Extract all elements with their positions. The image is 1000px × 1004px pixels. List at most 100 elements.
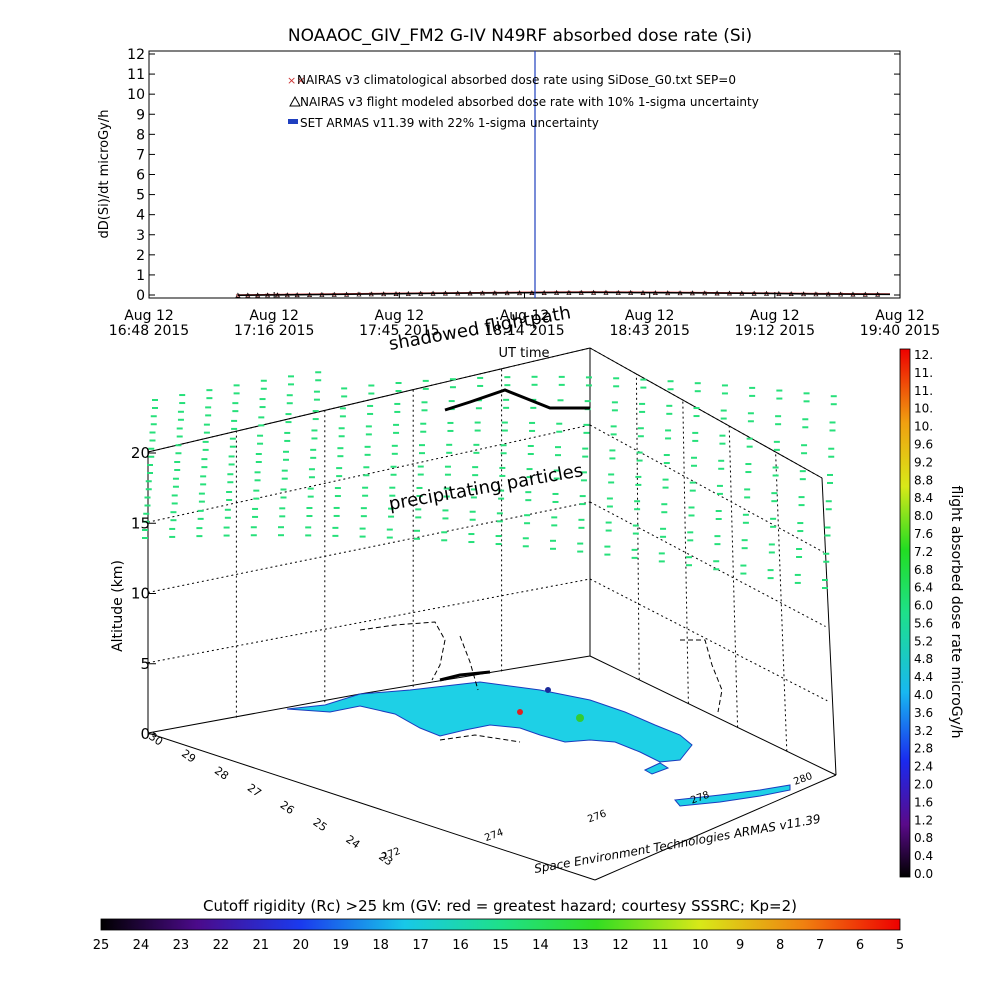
series-point-triangle xyxy=(615,289,621,295)
series-point-triangle xyxy=(788,291,794,297)
series-point-triangle xyxy=(479,290,485,296)
cutoff-rigidity-tick: 25 xyxy=(93,938,110,953)
dose-rate-colorbar-tick: 12. xyxy=(914,348,933,362)
series-point-triangle xyxy=(284,292,290,298)
x-tick-label-date: Aug 12 xyxy=(249,308,299,324)
dose-rate-colorbar-tick: 0.4 xyxy=(914,849,933,863)
altitude-axis-label: Altitude (km) xyxy=(110,560,126,652)
altitude-grid-line xyxy=(147,501,591,593)
series-point-triangle xyxy=(677,290,683,296)
legend-triangle-icon xyxy=(289,95,301,107)
dose-rate-colorbar-tick: 4.0 xyxy=(914,688,933,702)
legend: ×× NAIRAS v3 climatological absorbed dos… xyxy=(287,73,759,130)
series-point-triangle xyxy=(714,290,720,296)
series-point-triangle xyxy=(235,292,241,298)
cutoff-rigidity-tick: 19 xyxy=(332,938,349,953)
dose-rate-colorbar-tick: 11. xyxy=(914,366,933,380)
longitude-tick-label: 280 xyxy=(792,771,814,788)
dose-rate-colorbar-ticks: 12. 11. 11. 10. 10. 9.6 9.2 8.8 8.4 8.0 7.6 7.2 6.8 6… xyxy=(914,348,933,881)
dose-marker-green xyxy=(576,714,584,722)
floor-front-right-edge xyxy=(594,774,837,881)
series-point-triangle xyxy=(578,289,584,295)
latitude-tick-label: 28 xyxy=(212,764,231,783)
series-point-triangle xyxy=(813,291,819,297)
y-tick-label: 10 xyxy=(127,87,145,103)
altitude-grid-line xyxy=(147,424,591,523)
dose-rate-colorbar-tick: 4.8 xyxy=(914,652,933,666)
series-point-x: × xyxy=(442,290,448,298)
cutoff-rigidity-tick: 13 xyxy=(572,938,589,953)
series-point-triangle xyxy=(801,291,807,297)
series-point-triangle xyxy=(554,289,560,295)
series-point-x: × xyxy=(235,292,241,300)
altitude-grid-line xyxy=(147,578,591,664)
longitude-tick-label: 274 xyxy=(483,827,505,844)
y-axis-label: dD(Si)/dt microGy/h xyxy=(97,110,112,239)
coast-dashed-outline xyxy=(359,621,723,743)
y-tick-label: 11 xyxy=(127,67,145,83)
series-point-triangle xyxy=(265,292,271,298)
series-point-triangle xyxy=(245,292,251,298)
x-tick-label-date: Aug 12 xyxy=(500,308,550,324)
dose-rate-colorbar-tick: 6.0 xyxy=(914,599,933,613)
y-tick-label: 1 xyxy=(136,268,145,284)
dose-rate-colorbar-tick: 10. xyxy=(914,402,933,416)
keys-shape xyxy=(674,784,791,807)
legend-label: NAIRAS v3 flight modeled absorbed dose r… xyxy=(300,95,759,109)
altitude-ticks: 0 5 10 15 20 xyxy=(131,444,156,743)
cutoff-rigidity-tick: 17 xyxy=(412,938,429,953)
legend-item-nairas-climatological: ×× NAIRAS v3 climatological absorbed dos… xyxy=(287,73,736,87)
cutoff-rigidity-tick: 10 xyxy=(692,938,709,953)
dose-rate-colorbar xyxy=(899,348,911,878)
right-wall-grid-line xyxy=(728,425,739,728)
cutoff-rigidity-label: Cutoff rigidity (Rc) >25 km (GV: red = g… xyxy=(203,897,797,915)
series-point-triangle xyxy=(294,292,300,298)
dose-rate-colorbar-tick: 0.0 xyxy=(914,867,933,881)
y-tick-label: 2 xyxy=(136,248,145,264)
cutoff-rigidity-tick: 16 xyxy=(452,938,469,953)
series-point-triangle xyxy=(331,291,337,297)
series-point-triangle xyxy=(319,291,325,297)
x-tick-label-time: 17:16 2015 xyxy=(234,323,314,339)
chart-title: NOAAOC_GIV_FM2 G-IV N49RF absorbed dose … xyxy=(288,26,752,46)
series-point-triangle xyxy=(442,290,448,296)
altitude-grid-line-right xyxy=(589,424,824,553)
cutoff-rigidity-tick: 7 xyxy=(816,938,824,953)
altitude-grid-line-right xyxy=(589,347,823,479)
dose-rate-axes xyxy=(148,50,901,299)
dose-rate-plot-frame xyxy=(148,50,901,299)
y-tick-label: 3 xyxy=(136,228,145,244)
dose-rate-colorbar-tick: 8.4 xyxy=(914,491,933,505)
cutoff-rigidity-tick: 14 xyxy=(532,938,549,953)
altitude-grid-line-right xyxy=(589,578,828,702)
dose-rate-colorbar-label: flight absorbed dose rate microGy/h xyxy=(948,486,964,739)
series-point-x: × xyxy=(726,290,732,298)
y-tick-label: 12 xyxy=(127,47,145,63)
series-point-triangle xyxy=(726,290,732,296)
altitude-tick-label: 15 xyxy=(131,514,150,532)
dose-rate-colorbar-tick: 2.0 xyxy=(914,778,933,792)
altitude-tick-label: 5 xyxy=(140,655,150,673)
series-point-triangle xyxy=(393,291,399,297)
legend-label: NAIRAS v3 climatological absorbed dose r… xyxy=(297,73,736,87)
x-tick-label-time: 18:43 2015 xyxy=(609,323,689,339)
latitude-tick-label: 26 xyxy=(278,798,297,817)
series-point-x: × xyxy=(430,290,436,298)
y-tick-label: 8 xyxy=(136,127,145,143)
series-point-triangle xyxy=(764,290,769,296)
cutoff-rigidity-tick: 22 xyxy=(213,938,230,953)
y-tick-label: 0 xyxy=(136,288,145,304)
series-point-triangle xyxy=(603,289,609,295)
dose-rate-colorbar-tick: 8.0 xyxy=(914,509,933,523)
dose-rate-series: × × × × × × × × × × × × × × × × × × × × × × × × × × × × × × × × × × × × × × × ×… xyxy=(235,289,891,300)
cutoff-rigidity-tick: 18 xyxy=(372,938,389,953)
series-point-triangle xyxy=(628,289,634,295)
dose-rate-colorbar-tick: 9.6 xyxy=(914,437,933,451)
series-point-triangle xyxy=(405,290,411,296)
series-point-triangle xyxy=(529,290,535,296)
series-point-triangle xyxy=(739,290,745,296)
floor-right-edge xyxy=(589,655,837,776)
